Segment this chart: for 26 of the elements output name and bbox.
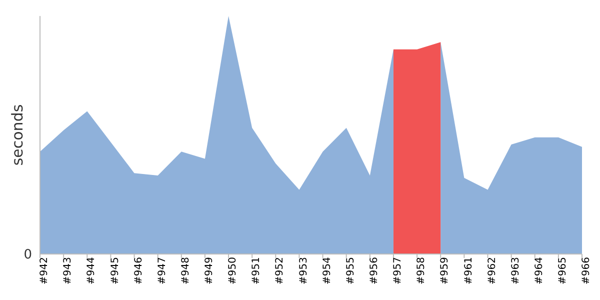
y-axis-title: seconds	[8, 104, 26, 166]
x-tick-label: #961	[463, 257, 474, 284]
x-tick-label: #958	[416, 257, 428, 284]
x-tick-label: #951	[251, 257, 262, 284]
x-tick-label: #952	[274, 257, 286, 284]
x-tick-label: #964	[534, 257, 545, 284]
x-tick-label: #942	[39, 257, 50, 284]
x-tick-label: #944	[86, 257, 98, 284]
x-tick-label: #963	[510, 257, 522, 284]
x-tick-label: #956	[369, 257, 380, 284]
x-tick-label: #955	[345, 257, 356, 284]
x-tick-label: #949	[204, 257, 216, 284]
x-tick-label: #966	[581, 257, 592, 284]
text: 0	[24, 248, 32, 263]
x-tick-label: #957	[392, 257, 404, 284]
x-tick-label: #945	[110, 257, 121, 284]
x-tick-label: #950	[228, 257, 239, 284]
x-tick-label: #953	[298, 257, 310, 284]
x-tick-label: #954	[322, 257, 333, 284]
x-tick-label: #959	[440, 257, 451, 284]
x-tick-label: #946	[133, 257, 144, 284]
x-tick-label: #965	[558, 257, 569, 284]
x-tick-label: #947	[156, 257, 168, 284]
x-tick-label: #948	[180, 257, 192, 284]
x-tick-label: #962	[486, 257, 498, 284]
x-tick-label: #943	[62, 257, 74, 284]
